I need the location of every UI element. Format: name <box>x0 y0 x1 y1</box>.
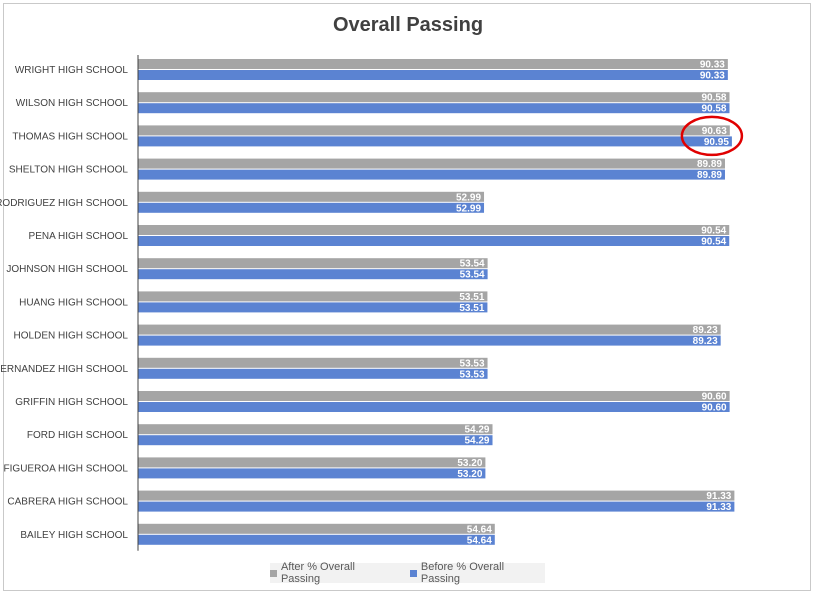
bar-after-huang-high-school <box>138 291 488 302</box>
legend-item-before: Before % Overall Passing <box>409 561 545 585</box>
data-label-before-shelton-high-school: 89.89 <box>697 170 722 181</box>
data-label-after-griffin-high-school: 90.60 <box>702 392 727 403</box>
category-label-griffin-high-school: GRIFFIN HIGH SCHOOL <box>15 397 128 408</box>
category-label-ford-high-school: FORD HIGH SCHOOL <box>27 430 129 441</box>
data-label-after-johnson-high-school: 53.54 <box>460 259 485 270</box>
data-label-before-bailey-high-school: 54.64 <box>467 535 492 546</box>
bar-after-pena-high-school <box>138 225 730 235</box>
category-label-rodriguez-high-school: RODRIGUEZ HIGH SCHOOL <box>0 198 128 209</box>
bar-after-figueroa-high-school <box>138 457 486 468</box>
data-label-after-cabrera-high-school: 91.33 <box>706 491 731 502</box>
highlight-circle <box>680 115 744 157</box>
legend-label-after: After % Overall Passing <box>280 561 355 585</box>
category-label-wright-high-school: WRIGHT HIGH SCHOOL <box>15 65 129 76</box>
data-label-before-rodriguez-high-school: 52.99 <box>456 203 481 214</box>
bar-after-ford-high-school <box>138 424 493 435</box>
data-label-after-thomas-high-school: 90.63 <box>702 126 727 137</box>
data-label-after-ford-high-school: 54.29 <box>464 425 489 436</box>
bar-after-shelton-high-school <box>138 158 725 169</box>
bar-before-figueroa-high-school <box>138 468 486 479</box>
data-label-before-wilson-high-school: 90.58 <box>701 104 726 115</box>
data-label-before-hernandez-high-school: 53.53 <box>460 369 485 380</box>
category-label-figueroa-high-school: FIGUEROA HIGH SCHOOL <box>4 463 129 474</box>
legend-item-after: After % Overall Passing <box>270 561 396 585</box>
bar-after-thomas-high-school <box>138 125 730 136</box>
data-label-after-hernandez-high-school: 53.53 <box>460 358 485 369</box>
bar-after-johnson-high-school <box>138 258 488 269</box>
bar-after-griffin-high-school <box>138 391 730 401</box>
bar-after-holden-high-school <box>138 324 721 335</box>
bar-before-wilson-high-school <box>138 103 730 114</box>
data-label-before-holden-high-school: 89.23 <box>693 336 718 347</box>
data-label-before-cabrera-high-school: 91.33 <box>706 502 731 513</box>
data-label-before-figueroa-high-school: 53.20 <box>457 469 482 480</box>
data-label-after-shelton-high-school: 89.89 <box>697 159 722 170</box>
category-label-wilson-high-school: WILSON HIGH SCHOOL <box>16 98 129 109</box>
bar-after-wright-high-school <box>138 59 728 69</box>
data-label-after-bailey-high-school: 54.64 <box>467 524 492 535</box>
category-label-cabrera-high-school: CABRERA HIGH SCHOOL <box>7 497 128 508</box>
category-label-hernandez-high-school: HERNANDEZ HIGH SCHOOL <box>0 364 128 375</box>
bar-before-ford-high-school <box>138 435 493 446</box>
data-label-before-huang-high-school: 53.51 <box>459 303 484 314</box>
data-label-before-pena-high-school: 90.54 <box>701 237 726 248</box>
category-label-johnson-high-school: JOHNSON HIGH SCHOOL <box>6 264 128 275</box>
data-label-before-thomas-high-school: 90.95 <box>704 137 729 148</box>
data-label-after-rodriguez-high-school: 52.99 <box>456 192 481 203</box>
bar-after-bailey-high-school <box>138 523 495 534</box>
category-label-pena-high-school: PENA HIGH SCHOOL <box>29 231 129 242</box>
chart-legend: After % Overall Passing Before % Overall… <box>270 561 545 585</box>
bar-before-bailey-high-school <box>138 534 495 545</box>
data-label-after-wright-high-school: 90.33 <box>700 60 725 71</box>
category-label-thomas-high-school: THOMAS HIGH SCHOOL <box>12 131 128 142</box>
data-label-after-wilson-high-school: 90.58 <box>701 93 726 104</box>
bar-before-wright-high-school <box>138 70 728 80</box>
chart-title: Overall Passing <box>332 14 484 36</box>
legend-swatch-before <box>409 569 417 577</box>
bar-before-johnson-high-school <box>138 269 488 280</box>
data-label-after-figueroa-high-school: 53.20 <box>457 458 482 469</box>
bar-before-griffin-high-school <box>138 402 730 412</box>
data-label-before-griffin-high-school: 90.60 <box>702 403 727 414</box>
data-label-after-pena-high-school: 90.54 <box>701 226 726 237</box>
bar-before-huang-high-school <box>138 302 488 313</box>
bar-before-cabrera-high-school <box>138 501 735 512</box>
legend-label-before: Before % Overall Passing <box>420 561 505 585</box>
bar-before-hernandez-high-school <box>138 368 488 379</box>
data-label-before-wright-high-school: 90.33 <box>700 71 725 82</box>
data-label-before-ford-high-school: 54.29 <box>464 436 489 447</box>
legend-swatch-after <box>270 569 277 577</box>
category-label-holden-high-school: HOLDEN HIGH SCHOOL <box>14 331 129 342</box>
data-label-after-holden-high-school: 89.23 <box>693 325 718 336</box>
bar-before-thomas-high-school <box>138 136 732 147</box>
bar-after-rodriguez-high-school <box>138 191 485 202</box>
bar-before-pena-high-school <box>138 236 730 246</box>
bar-before-holden-high-school <box>138 335 721 346</box>
data-label-after-huang-high-school: 53.51 <box>459 292 484 303</box>
data-label-before-johnson-high-school: 53.54 <box>460 270 485 281</box>
category-label-huang-high-school: HUANG HIGH SCHOOL <box>19 297 128 308</box>
category-label-bailey-high-school: BAILEY HIGH SCHOOL <box>20 530 128 541</box>
bar-after-wilson-high-school <box>138 92 730 103</box>
category-label-shelton-high-school: SHELTON HIGH SCHOOL <box>9 165 129 176</box>
bar-after-hernandez-high-school <box>138 357 488 368</box>
bar-before-rodriguez-high-school <box>138 202 485 213</box>
bar-after-cabrera-high-school <box>138 490 735 501</box>
bar-before-shelton-high-school <box>138 169 725 180</box>
